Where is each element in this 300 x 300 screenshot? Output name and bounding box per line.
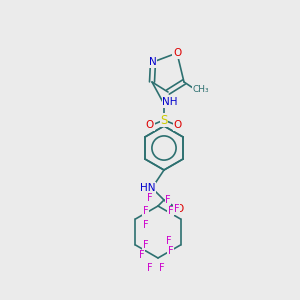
Text: F: F <box>143 240 148 250</box>
Text: NH: NH <box>162 97 178 107</box>
Text: N: N <box>149 57 157 67</box>
Text: F: F <box>166 236 171 246</box>
Text: HN: HN <box>140 183 156 193</box>
Text: F: F <box>147 263 153 273</box>
Text: O: O <box>146 120 154 130</box>
Text: F: F <box>147 193 153 203</box>
Text: CH₃: CH₃ <box>193 85 209 94</box>
Text: F: F <box>139 250 144 260</box>
Text: S: S <box>160 113 168 127</box>
Text: F: F <box>143 220 148 230</box>
Text: F: F <box>168 246 173 256</box>
Text: F: F <box>159 263 165 273</box>
Text: F: F <box>143 206 148 216</box>
Text: O: O <box>175 204 183 214</box>
Text: F: F <box>168 206 173 216</box>
Text: F: F <box>174 204 179 214</box>
Text: O: O <box>174 120 182 130</box>
Text: F: F <box>165 195 171 205</box>
Text: O: O <box>173 48 181 58</box>
